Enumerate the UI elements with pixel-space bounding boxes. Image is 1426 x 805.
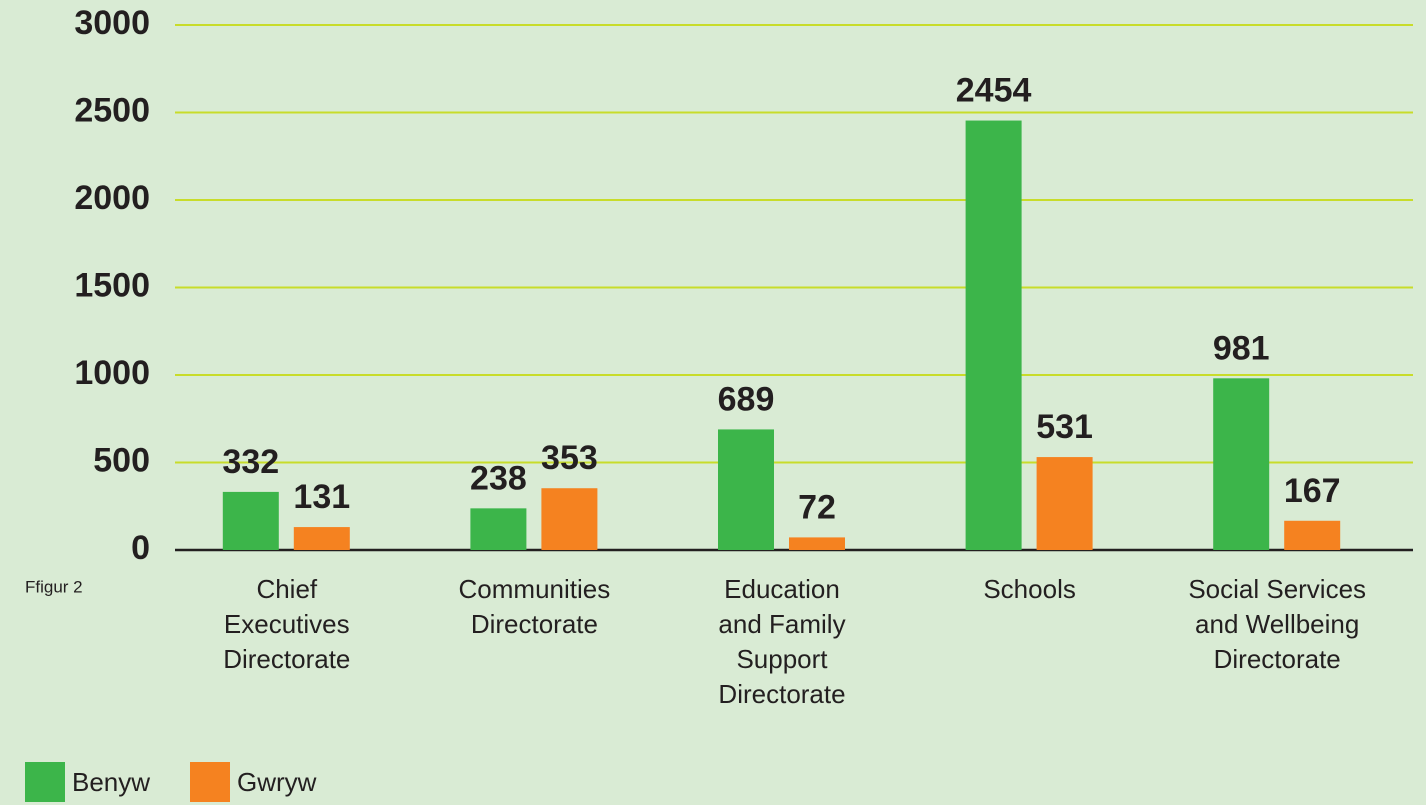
legend-swatch bbox=[190, 762, 230, 802]
data-label: 981 bbox=[1213, 329, 1270, 367]
bar bbox=[789, 537, 845, 550]
data-label: 531 bbox=[1036, 408, 1093, 446]
y-tick-label: 3000 bbox=[74, 4, 150, 42]
bar bbox=[222, 491, 279, 550]
annotation: Ffigur 2 bbox=[25, 577, 83, 596]
bar bbox=[1284, 520, 1341, 550]
x-tick-label: Chief Executives Directorate bbox=[223, 574, 351, 674]
data-label: 131 bbox=[293, 478, 350, 516]
x-tick-label: Social Services and Wellbeing Directorat… bbox=[1188, 574, 1367, 674]
y-tick-label: 0 bbox=[131, 529, 150, 567]
y-tick-label: 2500 bbox=[74, 91, 150, 129]
bar bbox=[718, 429, 774, 550]
bar bbox=[1036, 457, 1093, 550]
data-label: 353 bbox=[541, 439, 598, 477]
data-label: 2454 bbox=[956, 72, 1032, 110]
bar bbox=[541, 488, 598, 550]
y-tick-label: 2000 bbox=[74, 179, 150, 217]
data-label: 689 bbox=[718, 380, 775, 418]
y-tick-label: 1500 bbox=[74, 266, 150, 304]
legend-label: Gwryw bbox=[237, 767, 317, 797]
bar bbox=[1213, 378, 1270, 550]
data-label: 332 bbox=[222, 443, 279, 481]
bar bbox=[965, 120, 1022, 551]
legend-swatch bbox=[25, 762, 65, 802]
legend-label: Benyw bbox=[72, 767, 150, 797]
y-tick-label: 1000 bbox=[74, 354, 150, 392]
bar bbox=[470, 508, 527, 550]
x-tick-label: Communities Directorate bbox=[458, 574, 611, 639]
x-tick-label: Schools bbox=[983, 574, 1076, 604]
data-label: 167 bbox=[1284, 472, 1341, 510]
bar bbox=[293, 527, 350, 550]
y-tick-label: 500 bbox=[93, 441, 150, 479]
x-tick-label: Education and Family Support Directorate bbox=[718, 574, 846, 709]
data-label: 238 bbox=[470, 459, 527, 497]
data-label: 72 bbox=[798, 488, 836, 526]
